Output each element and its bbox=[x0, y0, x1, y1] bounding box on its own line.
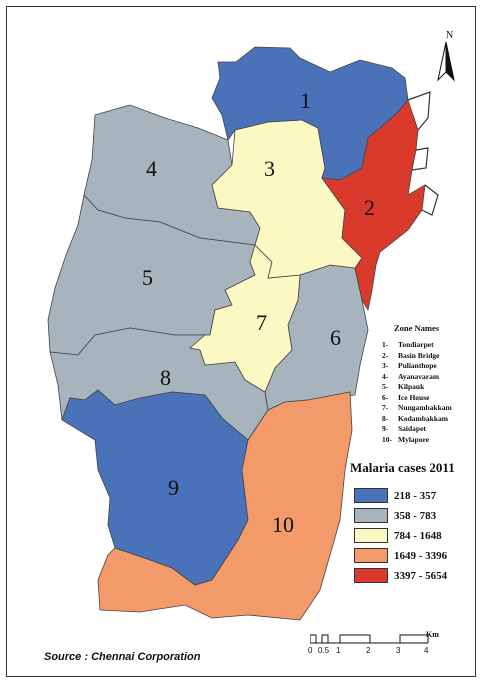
zone-name-text: Basin Bridge bbox=[398, 350, 440, 360]
scale-tick-label: 0.5 bbox=[318, 646, 330, 655]
legend-item: 3397 - 5654 bbox=[354, 567, 447, 584]
zone-4-internal-boundary bbox=[124, 217, 201, 239]
north-label: N bbox=[446, 30, 454, 41]
zone-name-item: 7- Nungambakkam bbox=[382, 403, 452, 412]
zone-name-number: 10- bbox=[382, 434, 392, 444]
scale-tick-label: 2 bbox=[366, 646, 371, 655]
zone-name-text: Nungambakkam bbox=[398, 403, 452, 412]
legend-item: 784 - 1648 bbox=[354, 527, 442, 544]
zone-name-number: 2- bbox=[382, 350, 389, 360]
zone-6-label: 6 bbox=[330, 325, 341, 350]
scale-tick-label: 4 bbox=[424, 646, 429, 655]
scale-tick-label: 3 bbox=[396, 646, 401, 655]
zone-name-number: 4- bbox=[382, 371, 389, 381]
zone-7-label: 7 bbox=[256, 310, 267, 335]
legend-swatch bbox=[354, 488, 388, 503]
zone-name-item: 2- Basin Bridge bbox=[382, 351, 439, 360]
zone-2-label: 2 bbox=[364, 195, 375, 220]
zone-9-label: 9 bbox=[168, 475, 179, 500]
scale-bar bbox=[310, 634, 429, 644]
legend-label: 218 - 357 bbox=[394, 489, 437, 502]
zone-3-label: 3 bbox=[264, 156, 275, 181]
scale-unit: Km bbox=[426, 630, 439, 639]
zone-name-text: Ayanavaram bbox=[398, 371, 440, 381]
legend-item: 358 - 783 bbox=[354, 507, 436, 524]
zone-names-title: Zone Names bbox=[394, 323, 440, 333]
zone-name-number: 1- bbox=[382, 340, 389, 349]
zone-name-number: 3- bbox=[382, 361, 389, 370]
zone-10-region bbox=[97, 391, 353, 621]
zone-name-text: Kodambakkam bbox=[398, 413, 449, 423]
harbour-outline bbox=[407, 91, 439, 216]
zone-10-label: 10 bbox=[272, 512, 294, 537]
legend-label: 1649 - 3396 bbox=[394, 549, 448, 562]
map-frame bbox=[6, 6, 476, 677]
zone-name-number: 6- bbox=[382, 392, 389, 402]
zone-9-region bbox=[61, 389, 249, 586]
legend-label: 784 - 1648 bbox=[394, 529, 442, 542]
legend-swatch bbox=[354, 548, 388, 563]
legend-label: 358 - 783 bbox=[394, 509, 437, 522]
zone-name-item: 1- Tondiarpet bbox=[382, 340, 434, 349]
scale-tick-label: 0 bbox=[308, 646, 313, 655]
zone-name-item: 10- Mylapore bbox=[382, 435, 429, 444]
zone-name-text: Pulianthope bbox=[398, 361, 437, 370]
zone-name-number: 7- bbox=[382, 403, 389, 412]
zone-name-item: 3- Pulianthope bbox=[382, 361, 437, 370]
legend-label: 3397 - 5654 bbox=[394, 569, 448, 582]
zone-5-label: 5 bbox=[142, 265, 153, 290]
zone-name-number: 5- bbox=[382, 382, 389, 391]
legend-item: 218 - 357 bbox=[354, 487, 436, 504]
zone-name-text: Kilpauk bbox=[398, 382, 425, 391]
legend-title: Malaria cases 2011 bbox=[350, 460, 455, 475]
legend-swatch bbox=[354, 528, 388, 543]
source-caption: Source : Chennai Corporation bbox=[44, 651, 201, 663]
zone-name-item: 5- Kilpauk bbox=[382, 382, 424, 391]
zone-name-number: 8- bbox=[382, 413, 389, 423]
zone-name-text: Ice House bbox=[398, 392, 430, 402]
legend-item: 1649 - 3396 bbox=[354, 547, 447, 564]
zone-name-number: 9- bbox=[382, 424, 389, 433]
zone-name-text: Mylapore bbox=[398, 434, 430, 444]
zone-1-label: 1 bbox=[300, 88, 311, 113]
zone-4-label: 4 bbox=[146, 156, 157, 181]
zone-name-item: 9- Saidapet bbox=[382, 424, 426, 433]
zone-name-text: Tondiarpet bbox=[398, 340, 434, 349]
zone-8-label: 8 bbox=[160, 365, 171, 390]
zone-name-text: Saidapet bbox=[398, 424, 426, 433]
legend-swatch bbox=[354, 568, 388, 583]
zone-name-item: 8- Kodambakkam bbox=[382, 414, 448, 423]
north-arrow-icon bbox=[437, 41, 455, 82]
zone-name-item: 6- Ice House bbox=[382, 393, 429, 402]
zone-name-item: 4- Ayanavaram bbox=[382, 372, 439, 381]
scale-tick-label: 1 bbox=[336, 646, 341, 655]
legend-swatch bbox=[354, 508, 388, 523]
